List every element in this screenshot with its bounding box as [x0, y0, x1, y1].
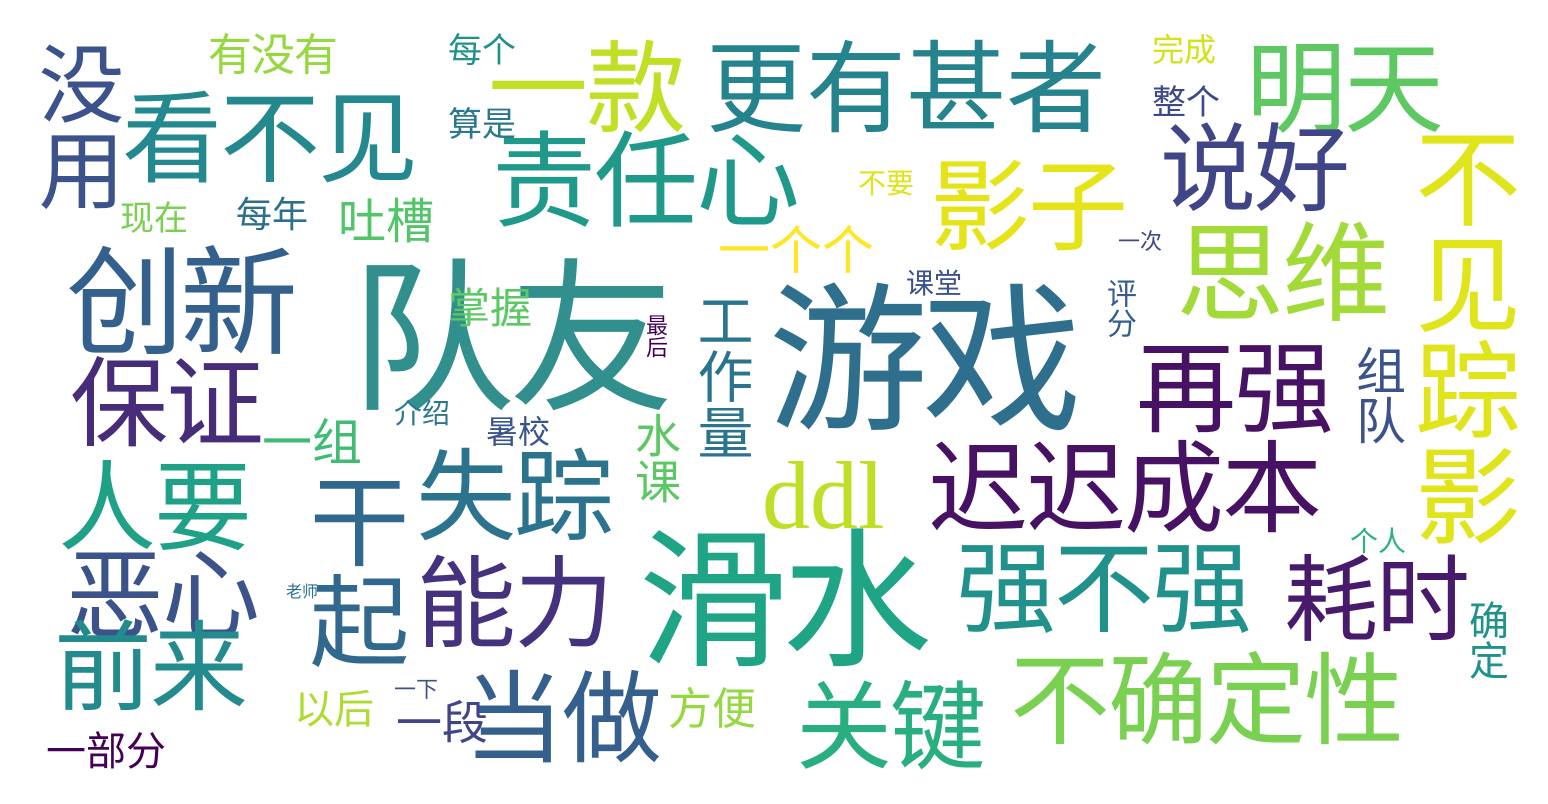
word-youmeiyou: 有没有 — [208, 30, 338, 81]
word-duiyou: 队友 — [350, 244, 674, 436]
word-fangbian: 方便 — [668, 684, 756, 735]
word-youxi: 游戏 — [768, 268, 1082, 455]
word-meinian: 每年 — [236, 195, 309, 236]
word-dangzuo: 当做 — [464, 661, 662, 778]
word-guanjian: 关键 — [796, 672, 986, 784]
word-jieshao: 介绍 — [394, 397, 451, 430]
word-tucao: 吐槽 — [338, 194, 435, 250]
word-zhangwo: 掌握 — [448, 284, 533, 333]
word-zudui: 组队 — [1348, 345, 1406, 445]
word-laoshi: 老师 — [286, 582, 319, 601]
word-yigegege: 一个个 — [718, 222, 875, 282]
word-shuike: 水课 — [628, 412, 682, 504]
word-zaiqiang: 再强 — [1136, 331, 1334, 448]
word-shuxiao: 暑校 — [486, 413, 551, 451]
word-queding: 确定 — [1462, 600, 1508, 680]
word-yixia: 一下 — [394, 678, 439, 703]
word-yingzi: 影子 — [930, 149, 1128, 266]
word-ganqi: 干起 — [292, 470, 409, 670]
word-yiduan: 一段 — [396, 696, 488, 750]
word-qianlai: 前来 — [54, 612, 248, 726]
word-suanshi: 算是 — [448, 105, 516, 145]
word-yihou: 以后 — [294, 687, 374, 733]
word-chuangxin: 创新 — [66, 235, 298, 373]
word-bujianzongying: 不见踪影 — [1397, 124, 1520, 548]
word-meiyong: 没用 — [23, 40, 123, 212]
word-ddl: ddl — [762, 442, 885, 549]
word-baozheng: 保证 — [70, 348, 264, 462]
word-xianzai: 现在 — [120, 199, 188, 239]
word-mingtian: 明天 — [1246, 31, 1444, 148]
word-huashui: 滑水 — [638, 516, 932, 690]
word-gengyou: 更有甚者 — [706, 31, 1106, 148]
word-pingfen: 评分 — [1101, 278, 1136, 338]
word-yikuan: 一款 — [488, 31, 686, 148]
word-yibufen: 一部分 — [46, 729, 166, 775]
word-kanbujian: 看不见 — [122, 81, 418, 198]
word-buqueding: 不确定性 — [1010, 643, 1404, 760]
word-zhengge: 整个 — [1152, 83, 1220, 123]
word-renyao: 人要 — [58, 452, 252, 566]
word-wancheng: 完成 — [1152, 31, 1217, 69]
word-yici: 一次 — [1118, 230, 1163, 255]
word-gongzuoliang: 工作量 — [688, 292, 753, 460]
word-shuohao: 说好 — [1160, 114, 1350, 226]
word-qiangbuqiang: 强不强 — [956, 531, 1252, 648]
word-shizong: 失踪 — [416, 439, 614, 556]
word-chichi: 迟迟成本 — [928, 431, 1322, 548]
word-zuihou: 最后 — [642, 314, 667, 358]
word-exin: 恶心 — [66, 540, 260, 654]
word-nengli: 能力 — [416, 546, 614, 663]
word-yizu: 一组 — [262, 414, 362, 472]
word-siwei: 思维 — [1176, 213, 1390, 338]
word-geren: 个人 — [1350, 525, 1407, 558]
word-zerenxin: 责任心 — [492, 121, 800, 243]
word-ketang: 课堂 — [906, 267, 963, 300]
word-meige: 每个 — [448, 31, 516, 71]
word-buyao: 不要 — [858, 167, 915, 200]
word-haoshi: 耗时 — [1284, 547, 1470, 656]
